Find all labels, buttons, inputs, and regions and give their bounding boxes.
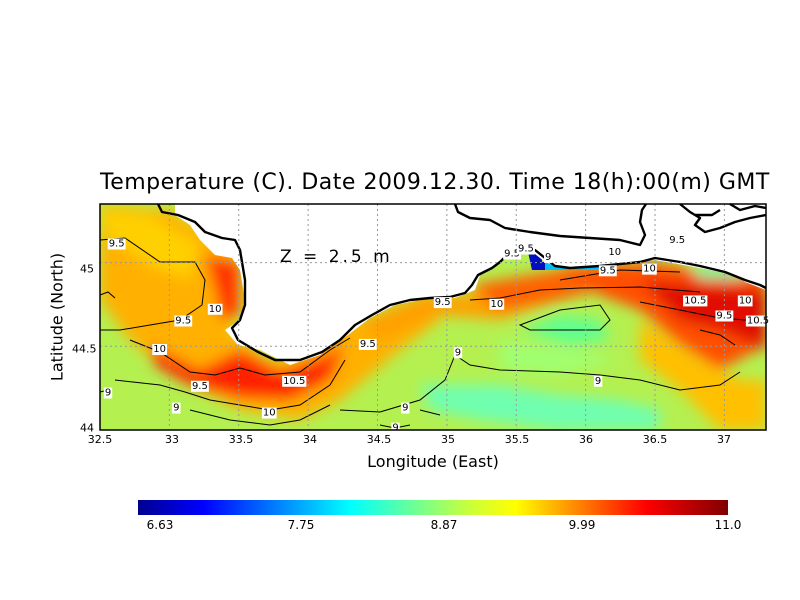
- contour-label-bg-19: [598, 265, 617, 277]
- contour-label-bg-0: [107, 238, 126, 250]
- colorbar-tick-0: 6.63: [146, 518, 174, 532]
- contour-label-bg-1: [207, 303, 223, 315]
- contour-label-bg-8: [261, 407, 277, 419]
- plot-frame: [99, 203, 767, 431]
- contour-label-bg-24: [715, 310, 734, 322]
- contour-label-15: 9.5: [518, 244, 534, 255]
- contour-label-bg-14: [503, 248, 522, 260]
- contour-label-bg-11: [453, 347, 463, 359]
- contour-label-bg-4: [190, 380, 209, 392]
- contour-label-7: 10.5: [283, 376, 305, 387]
- contour-label-bg-5: [172, 402, 181, 414]
- contour-label-17: 10: [608, 247, 621, 258]
- contour-label-bg-20: [642, 263, 657, 275]
- contour-label-19: 9.5: [600, 265, 616, 276]
- contour-label-bg-7: [282, 375, 307, 387]
- contour-label-bg-22: [683, 295, 708, 307]
- x-tick-4: 34.5: [366, 433, 392, 446]
- y-tick-2: 45: [80, 262, 94, 276]
- contour-label-2: 9.5: [175, 316, 191, 327]
- contour-label-bg-21: [593, 375, 603, 387]
- chart-title: Temperature (C). Date 2009.12.30. Time 1…: [100, 170, 770, 195]
- contour-label-26: 9: [392, 423, 398, 434]
- contour-label-14: 9.5: [504, 249, 520, 260]
- contour-label-9: 9.5: [360, 339, 376, 350]
- contour-label-bg-23: [737, 295, 753, 307]
- colorbar: [138, 500, 728, 515]
- contour-label-25: 10.5: [747, 316, 769, 327]
- contour-label-6: 9: [105, 387, 111, 398]
- contour-label-bg-26: [391, 422, 400, 434]
- contour-label-23: 10: [739, 295, 752, 306]
- contour-label-bg-18: [668, 235, 687, 247]
- contour-label-21: 9: [595, 376, 601, 387]
- contour-label-24: 9.5: [716, 310, 732, 321]
- x-tick-8: 36.5: [642, 433, 668, 446]
- y-tick-0: 44: [80, 421, 94, 435]
- contour-label-10: 9.5: [435, 297, 451, 308]
- coastline: [156, 202, 767, 362]
- contour-label-16: 9: [545, 252, 551, 263]
- x-tick-5: 35: [441, 433, 455, 446]
- contour-label-1: 10: [209, 304, 222, 315]
- contour-label-18: 9.5: [669, 235, 685, 246]
- contour-label-5: 9: [173, 403, 179, 414]
- contour-label-bg-6: [103, 387, 113, 399]
- depth-annotation: Z = 2.5 m: [280, 247, 393, 267]
- colorbar-tick-1: 7.75: [287, 518, 315, 532]
- contour-label-bg-25: [745, 315, 771, 327]
- colorbar-tick-2: 8.87: [430, 518, 458, 532]
- contour-label-4: 9.5: [192, 381, 208, 392]
- contour-label-8: 10: [263, 408, 276, 419]
- contour-label-bg-3: [152, 343, 168, 355]
- y-tick-1: 44.5: [72, 342, 97, 356]
- y-axis-label: Latitude (North): [47, 252, 67, 382]
- x-tick-7: 36: [579, 433, 593, 446]
- contour-label-bg-2: [174, 315, 193, 327]
- contour-label-22: 10.5: [684, 295, 706, 306]
- contour-label-11: 9: [455, 347, 461, 358]
- x-tick-9: 37: [717, 433, 731, 446]
- contour-label-20: 10: [643, 264, 656, 275]
- x-axis-label: Longitude (East): [367, 452, 499, 471]
- x-tick-1: 33: [165, 433, 179, 446]
- contour-label-bg-12: [401, 402, 410, 414]
- contour-label-3: 10: [153, 344, 166, 355]
- contour-label-bg-16: [543, 251, 553, 263]
- contour-label-12: 9: [402, 403, 408, 414]
- grid: [100, 204, 766, 430]
- colorbar-tick-4: 11.0: [714, 518, 742, 532]
- contour-label-bg-15: [517, 243, 535, 255]
- contour-label-bg-9: [358, 338, 377, 350]
- contour-label-0: 9.5: [109, 239, 125, 250]
- contour-label-bg-17: [607, 246, 623, 258]
- contour-label-bg-13: [489, 298, 505, 310]
- contour-label-13: 10: [490, 299, 503, 310]
- x-tick-0: 32.5: [87, 433, 113, 446]
- colorbar-tick-3: 9.99: [568, 518, 596, 532]
- x-tick-6: 35.5: [504, 433, 530, 446]
- x-tick-3: 34: [303, 433, 317, 446]
- x-tick-2: 33.5: [228, 433, 254, 446]
- contour-label-bg-10: [433, 297, 452, 309]
